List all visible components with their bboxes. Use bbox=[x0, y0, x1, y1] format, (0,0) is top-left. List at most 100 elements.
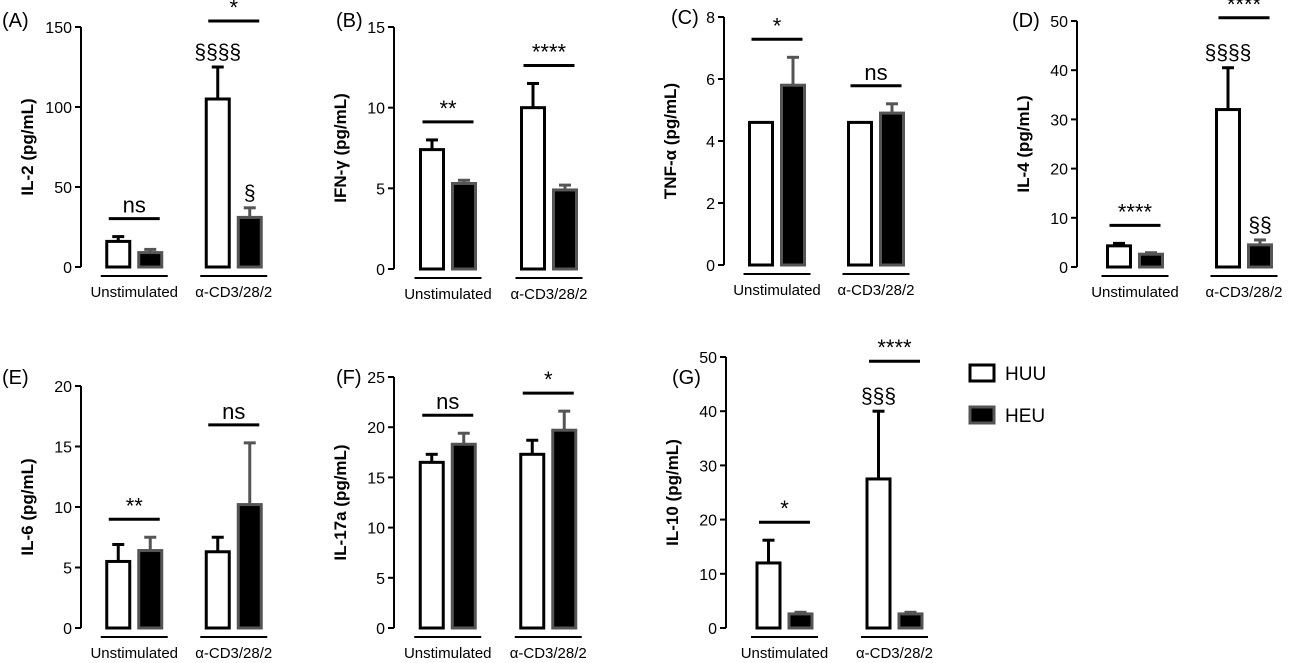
bar-heu-0 bbox=[451, 181, 477, 271]
y-tick-label: 8 bbox=[706, 10, 715, 27]
group-label: α-CD3/28/2 bbox=[195, 645, 272, 662]
y-tick-label: 4 bbox=[706, 134, 715, 151]
y-tick-label: 15 bbox=[367, 20, 385, 37]
y-tick-label: 10 bbox=[1050, 211, 1068, 228]
bar-heu-0 bbox=[450, 442, 477, 630]
y-tick-label: 25 bbox=[367, 370, 385, 387]
bar-huu-1 bbox=[520, 106, 546, 271]
comparison-label: * bbox=[773, 13, 782, 38]
legend-swatch-huu bbox=[968, 363, 996, 383]
y-tick-label: 30 bbox=[1050, 112, 1068, 129]
bar-heu-0 bbox=[137, 251, 164, 269]
bar-heu-1 bbox=[897, 612, 924, 630]
y-tick-label: 10 bbox=[367, 101, 385, 118]
panel-c: (C) 0 2 4 6 8 TNF-α (pg/mL) * Unstimulated ns α-CD… bbox=[661, 7, 915, 299]
group-label: Unstimulated bbox=[1091, 284, 1179, 301]
y-tick-label: 0 bbox=[708, 621, 717, 638]
significance-mark: §§§ bbox=[861, 385, 896, 408]
panel-label: (A) bbox=[2, 10, 29, 32]
y-axis-title: IFN-γ (pg/mL) bbox=[331, 93, 350, 203]
y-tick-label: 20 bbox=[54, 379, 72, 396]
significance-mark: §§ bbox=[1248, 214, 1271, 237]
bar-huu-1 bbox=[1215, 108, 1241, 269]
group-label: α-CD3/28/2 bbox=[510, 645, 587, 662]
bar-huu-0 bbox=[105, 559, 132, 630]
y-axis-title: IL-10 (pg/mL) bbox=[663, 439, 682, 546]
y-tick-label: 5 bbox=[376, 571, 385, 588]
panel-label: (G) bbox=[672, 367, 701, 389]
group-label: α-CD3/28/2 bbox=[837, 282, 914, 299]
comparison-label: ** bbox=[126, 493, 144, 518]
legend: HUU HEU bbox=[968, 363, 1046, 427]
bar-heu-0 bbox=[787, 612, 814, 630]
y-tick-label: 0 bbox=[376, 262, 385, 279]
comparison-label: ** bbox=[439, 96, 457, 121]
comparison-label: ns bbox=[222, 399, 245, 424]
y-tick-label: 5 bbox=[63, 561, 72, 578]
y-tick-label: 0 bbox=[63, 621, 72, 638]
y-tick-label: 2 bbox=[706, 196, 715, 213]
panel-f: (F) 0 5 10 15 20 25 IL-17a (pg/mL) ns Unstimulate… bbox=[331, 367, 587, 662]
panel-label: (C) bbox=[671, 7, 699, 29]
bar-heu-1 bbox=[551, 428, 578, 630]
y-tick-label: 0 bbox=[376, 621, 385, 638]
y-tick-label: 40 bbox=[699, 404, 717, 421]
group-label: α-CD3/28/2 bbox=[510, 286, 587, 303]
y-tick-label: 150 bbox=[45, 20, 72, 37]
group-label: Unstimulated bbox=[90, 645, 178, 662]
bar-huu-1 bbox=[847, 120, 873, 267]
y-axis-title: IL-2 (pg/mL) bbox=[18, 98, 37, 195]
comparison-label: **** bbox=[1227, 0, 1262, 17]
y-tick-label: 0 bbox=[1059, 260, 1068, 277]
panel-d: (D) 0 10 20 30 40 50 IL-4 (pg/mL) **** Unstimulat… bbox=[1012, 0, 1283, 301]
bar-huu-0 bbox=[418, 460, 445, 630]
group-label: Unstimulated bbox=[404, 645, 492, 662]
y-axis-title: IL-6 (pg/mL) bbox=[18, 458, 37, 555]
panel-b: (B) 0 5 10 15 IFN-γ (pg/mL) ** Unstimulated ****… bbox=[331, 10, 588, 303]
legend-label: HEU bbox=[1005, 406, 1045, 427]
bar-huu-1 bbox=[865, 477, 892, 630]
legend-swatch-heu bbox=[968, 405, 996, 425]
bar-heu-1 bbox=[1247, 243, 1273, 269]
y-tick-label: 20 bbox=[367, 420, 385, 437]
panel-g: (G) 0 10 20 30 40 50 IL-10 (pg/mL) * Unstimulated… bbox=[663, 335, 933, 662]
y-tick-label: 10 bbox=[54, 500, 72, 517]
y-tick-label: 10 bbox=[699, 567, 717, 584]
panel-e: (E) 0 5 10 15 20 IL-6 (pg/mL) ** Unstimulated ns α… bbox=[2, 367, 272, 662]
y-tick-label: 10 bbox=[367, 521, 385, 538]
y-tick-label: 5 bbox=[376, 181, 385, 198]
group-label: Unstimulated bbox=[90, 284, 178, 301]
y-tick-label: 50 bbox=[699, 350, 717, 367]
bar-huu-1 bbox=[204, 550, 231, 630]
comparison-label: * bbox=[544, 367, 553, 392]
group-label: α-CD3/28/2 bbox=[195, 284, 272, 301]
comparison-label: **** bbox=[1118, 199, 1153, 224]
bar-heu-0 bbox=[780, 83, 806, 267]
y-tick-label: 100 bbox=[45, 100, 72, 117]
group-label: α-CD3/28/2 bbox=[856, 645, 933, 662]
comparison-label: **** bbox=[532, 39, 567, 64]
y-tick-label: 50 bbox=[54, 180, 72, 197]
comparison-label: **** bbox=[877, 335, 912, 360]
y-tick-label: 50 bbox=[1050, 14, 1068, 31]
legend-label: HUU bbox=[1005, 364, 1046, 385]
y-tick-label: 20 bbox=[1050, 162, 1068, 179]
bar-heu-0 bbox=[1138, 252, 1164, 269]
comparison-label: ns bbox=[436, 389, 459, 414]
panel-label: (F) bbox=[336, 367, 362, 389]
panel-label: (B) bbox=[336, 10, 363, 32]
group-label: α-CD3/28/2 bbox=[1205, 284, 1282, 301]
y-tick-label: 15 bbox=[54, 440, 72, 457]
panel-label: (E) bbox=[2, 367, 29, 389]
y-tick-label: 15 bbox=[367, 470, 385, 487]
bar-huu-1 bbox=[519, 452, 546, 630]
significance-mark: §§§§ bbox=[194, 41, 241, 64]
comparison-label: * bbox=[229, 0, 238, 20]
y-tick-label: 0 bbox=[706, 258, 715, 275]
y-tick-label: 40 bbox=[1050, 63, 1068, 80]
y-axis-title: IL-4 (pg/mL) bbox=[1014, 95, 1033, 192]
bar-huu-0 bbox=[1106, 244, 1132, 269]
bar-heu-1 bbox=[879, 111, 905, 267]
